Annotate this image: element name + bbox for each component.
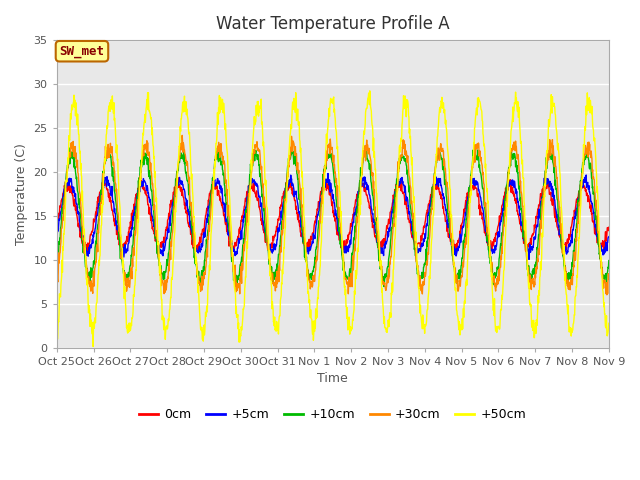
+10cm [53,254,61,260]
+50cm [605,320,612,326]
+50cm [540,199,548,204]
+10cm [540,181,548,187]
+50cm [163,323,170,329]
Line: 0cm: 0cm [57,178,609,253]
Line: +30cm: +30cm [57,135,609,295]
+50cm [419,317,427,323]
0cm [228,251,236,256]
Line: +10cm: +10cm [57,147,609,287]
0cm [492,239,499,244]
X-axis label: Time: Time [317,372,348,385]
+10cm [419,275,427,280]
+30cm [419,282,427,288]
+5cm [540,185,548,191]
+50cm [176,135,184,141]
+30cm [540,183,547,189]
+5cm [53,240,61,246]
Title: Water Temperature Profile A: Water Temperature Profile A [216,15,449,33]
Line: +5cm: +5cm [57,173,609,259]
0cm [176,183,184,189]
+10cm [605,258,612,264]
+30cm [53,277,61,283]
+30cm [605,276,612,282]
+50cm [366,88,374,94]
+30cm [238,280,246,286]
0cm [605,224,612,230]
+50cm [492,323,499,328]
+10cm [492,275,499,281]
+5cm [324,170,332,176]
+5cm [605,234,612,240]
0cm [162,228,170,233]
Line: +50cm: +50cm [57,91,609,347]
+5cm [162,238,170,243]
+10cm [380,284,388,289]
0cm [419,231,427,237]
0cm [174,175,182,180]
+5cm [525,256,533,262]
Y-axis label: Temperature (C): Temperature (C) [15,143,28,245]
Legend: 0cm, +5cm, +10cm, +30cm, +50cm: 0cm, +5cm, +10cm, +30cm, +50cm [134,403,531,426]
0cm [540,189,548,195]
+30cm [162,287,170,293]
+10cm [162,267,170,273]
+10cm [289,144,296,150]
+30cm [179,132,186,138]
+30cm [491,280,499,286]
+50cm [90,344,97,349]
+5cm [237,228,245,234]
+50cm [53,322,61,328]
0cm [53,218,61,224]
0cm [238,213,246,219]
+10cm [237,259,245,264]
Text: SW_met: SW_met [60,45,104,58]
+30cm [175,155,183,160]
+30cm [603,292,611,298]
+5cm [419,241,427,247]
+10cm [175,160,183,166]
+5cm [491,243,499,249]
+50cm [238,327,246,333]
+5cm [175,175,183,180]
